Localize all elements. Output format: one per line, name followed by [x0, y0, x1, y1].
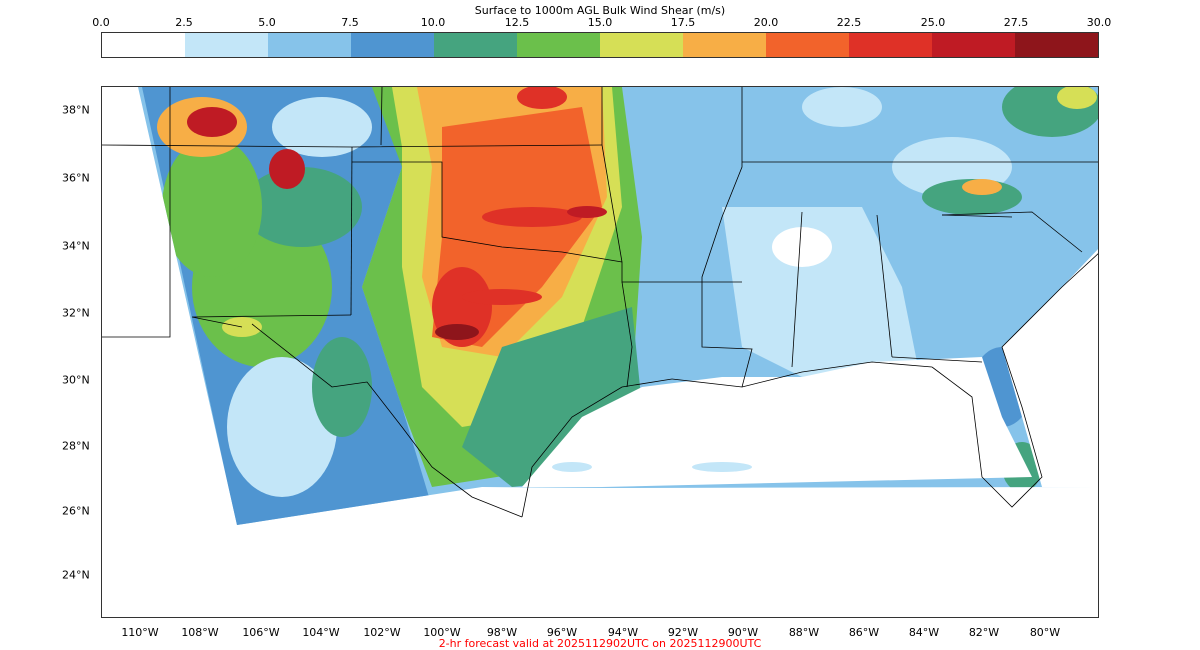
- map-panel: [101, 86, 1099, 618]
- longitude-label: 108°W: [181, 626, 219, 639]
- colorbar-tick: 27.5: [1003, 16, 1029, 29]
- colorbar-tick: 0.0: [92, 16, 110, 29]
- border-carolinas: [941, 211, 1083, 253]
- longitude-label: 86°W: [848, 626, 880, 639]
- colorbar-title: Surface to 1000m AGL Bulk Wind Shear (m/…: [474, 4, 726, 17]
- longitude-label: 80°W: [1029, 626, 1061, 639]
- colorbar-swatch: [434, 33, 517, 57]
- colorbar-tick: 7.5: [341, 16, 359, 29]
- border-alabama: [791, 211, 893, 368]
- colorbar-tick: 10.0: [420, 16, 446, 29]
- colorbar-tick: 30.0: [1086, 16, 1112, 29]
- shear-patch: [962, 179, 1002, 195]
- latitude-label: 24°N: [62, 568, 90, 582]
- shear-patch: [692, 462, 752, 472]
- border-georgia: [891, 214, 1013, 363]
- colorbar: [101, 32, 1099, 58]
- colorbar-tick: 22.5: [836, 16, 862, 29]
- shear-region-southeast: [722, 207, 922, 387]
- colorbar-swatch: [932, 33, 1015, 57]
- shear-patch: [552, 462, 592, 472]
- atlantic-ocean: [1002, 247, 1098, 487]
- colorbar-swatch: [766, 33, 849, 57]
- latitude-label: 38°N: [62, 103, 90, 117]
- latitude-label: 30°N: [62, 373, 90, 387]
- border-new-mexico-west: [102, 87, 171, 338]
- latitude-label: 26°N: [62, 504, 90, 518]
- texas-gulf-coast: [521, 378, 673, 518]
- shear-patch: [462, 289, 542, 305]
- shear-patch: [272, 97, 372, 157]
- longitude-label: 82°W: [968, 626, 1000, 639]
- longitude-label: 102°W: [363, 626, 401, 639]
- border-texas-panhandle: [191, 314, 352, 328]
- border-arkansas: [601, 144, 742, 283]
- longitude-label: 100°W: [423, 626, 461, 639]
- longitude-label: 110°W: [121, 626, 159, 639]
- border-new-mexico-east: [350, 146, 353, 316]
- latitude-label: 34°N: [62, 239, 90, 253]
- colorbar-tick: 20.0: [753, 16, 779, 29]
- shear-patch: [162, 137, 262, 277]
- colorbar-tick: 17.5: [670, 16, 696, 29]
- shear-patch: [242, 167, 362, 247]
- longitude-label: 94°W: [607, 626, 639, 639]
- colorbar-tick: 15.0: [587, 16, 613, 29]
- colorbar-tick: 12.5: [504, 16, 530, 29]
- colorbar-swatch: [517, 33, 600, 57]
- shear-patch: [435, 324, 479, 340]
- colorbar-swatch: [683, 33, 766, 57]
- colorbar-tick: 2.5: [175, 16, 193, 29]
- colorbar-swatch: [600, 33, 683, 57]
- borders: [102, 87, 1098, 518]
- longitude-label: 106°W: [242, 626, 280, 639]
- shear-patch: [772, 227, 832, 267]
- longitude-label: 90°W: [727, 626, 759, 639]
- shear-field: [138, 87, 1098, 525]
- border-rio-grande: [251, 323, 523, 518]
- longitude-label: 96°W: [546, 626, 578, 639]
- gulf-coast-east: [671, 361, 933, 388]
- shear-patch: [567, 206, 607, 218]
- wind-shear-map: [102, 87, 1098, 525]
- colorbar-swatch: [102, 33, 185, 57]
- longitude-label: 104°W: [302, 626, 340, 639]
- colorbar-swatch: [1015, 33, 1098, 57]
- colorbar-swatch: [268, 33, 351, 57]
- longitude-label: 88°W: [788, 626, 820, 639]
- longitude-label: 84°W: [908, 626, 940, 639]
- longitude-label: 98°W: [486, 626, 518, 639]
- longitude-label: 92°W: [667, 626, 699, 639]
- shear-patch: [312, 337, 372, 437]
- shear-patch: [802, 87, 882, 127]
- latitude-label: 28°N: [62, 439, 90, 453]
- border-louisiana-west: [621, 281, 633, 388]
- latitude-label: 36°N: [62, 171, 90, 185]
- border-mississippi-river: [701, 87, 753, 388]
- colorbar-tick: 5.0: [258, 16, 276, 29]
- forecast-valid-time: 2-hr forecast valid at 2025112902UTC on …: [438, 637, 762, 650]
- shear-patch: [227, 357, 337, 497]
- shear-patch: [517, 87, 567, 109]
- shear-patch: [1057, 87, 1097, 109]
- border-oklahoma: [352, 87, 623, 263]
- florida-coast: [931, 253, 1098, 508]
- shear-patch: [187, 107, 237, 137]
- colorbar-tick: 25.0: [920, 16, 946, 29]
- shear-patch: [269, 149, 305, 189]
- colorbar-swatch: [351, 33, 434, 57]
- colorbar-swatch: [849, 33, 932, 57]
- latitude-label: 32°N: [62, 306, 90, 320]
- shear-patch: [482, 207, 582, 227]
- gulf-of-mexico: [522, 357, 1032, 487]
- colorbar-swatch: [185, 33, 268, 57]
